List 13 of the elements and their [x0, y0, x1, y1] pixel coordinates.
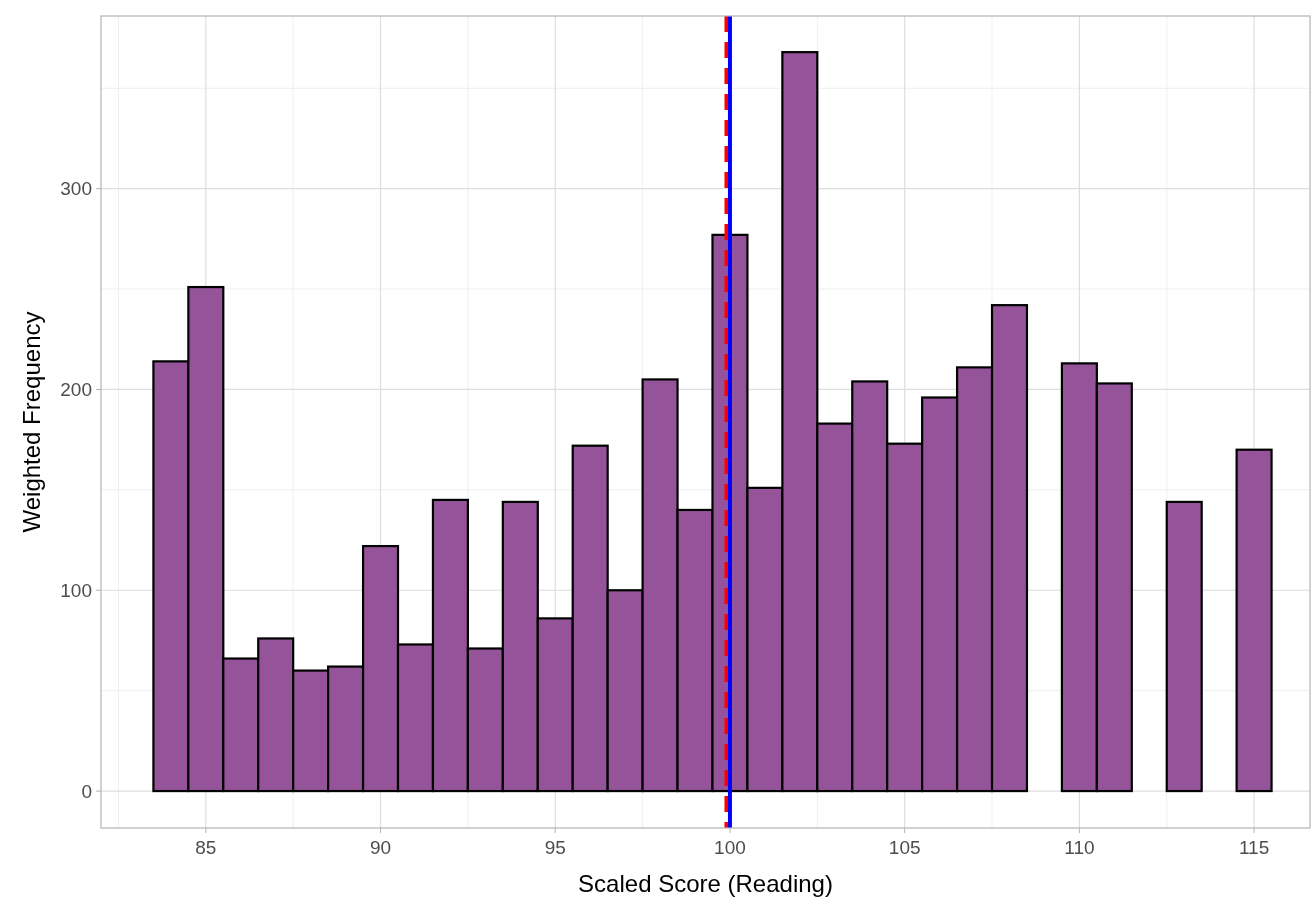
x-tick-label: 105: [888, 837, 921, 858]
x-tick-label: 85: [195, 837, 217, 858]
y-tick-label: 0: [81, 780, 92, 802]
x-tick-label: 100: [714, 837, 746, 858]
y-axis-title: Weighted Frequency: [18, 311, 45, 533]
y-tick-label: 200: [60, 379, 92, 401]
x-tick-label: 95: [544, 837, 566, 858]
x-tick-label: 115: [1238, 837, 1270, 858]
x-tick-label: 90: [369, 837, 392, 858]
x-axis-title: Scaled Score (Reading): [578, 870, 833, 897]
y-tick-label: 100: [60, 579, 92, 601]
x-tick-label: 110: [1064, 837, 1095, 858]
y-tick-label: 300: [60, 178, 92, 200]
